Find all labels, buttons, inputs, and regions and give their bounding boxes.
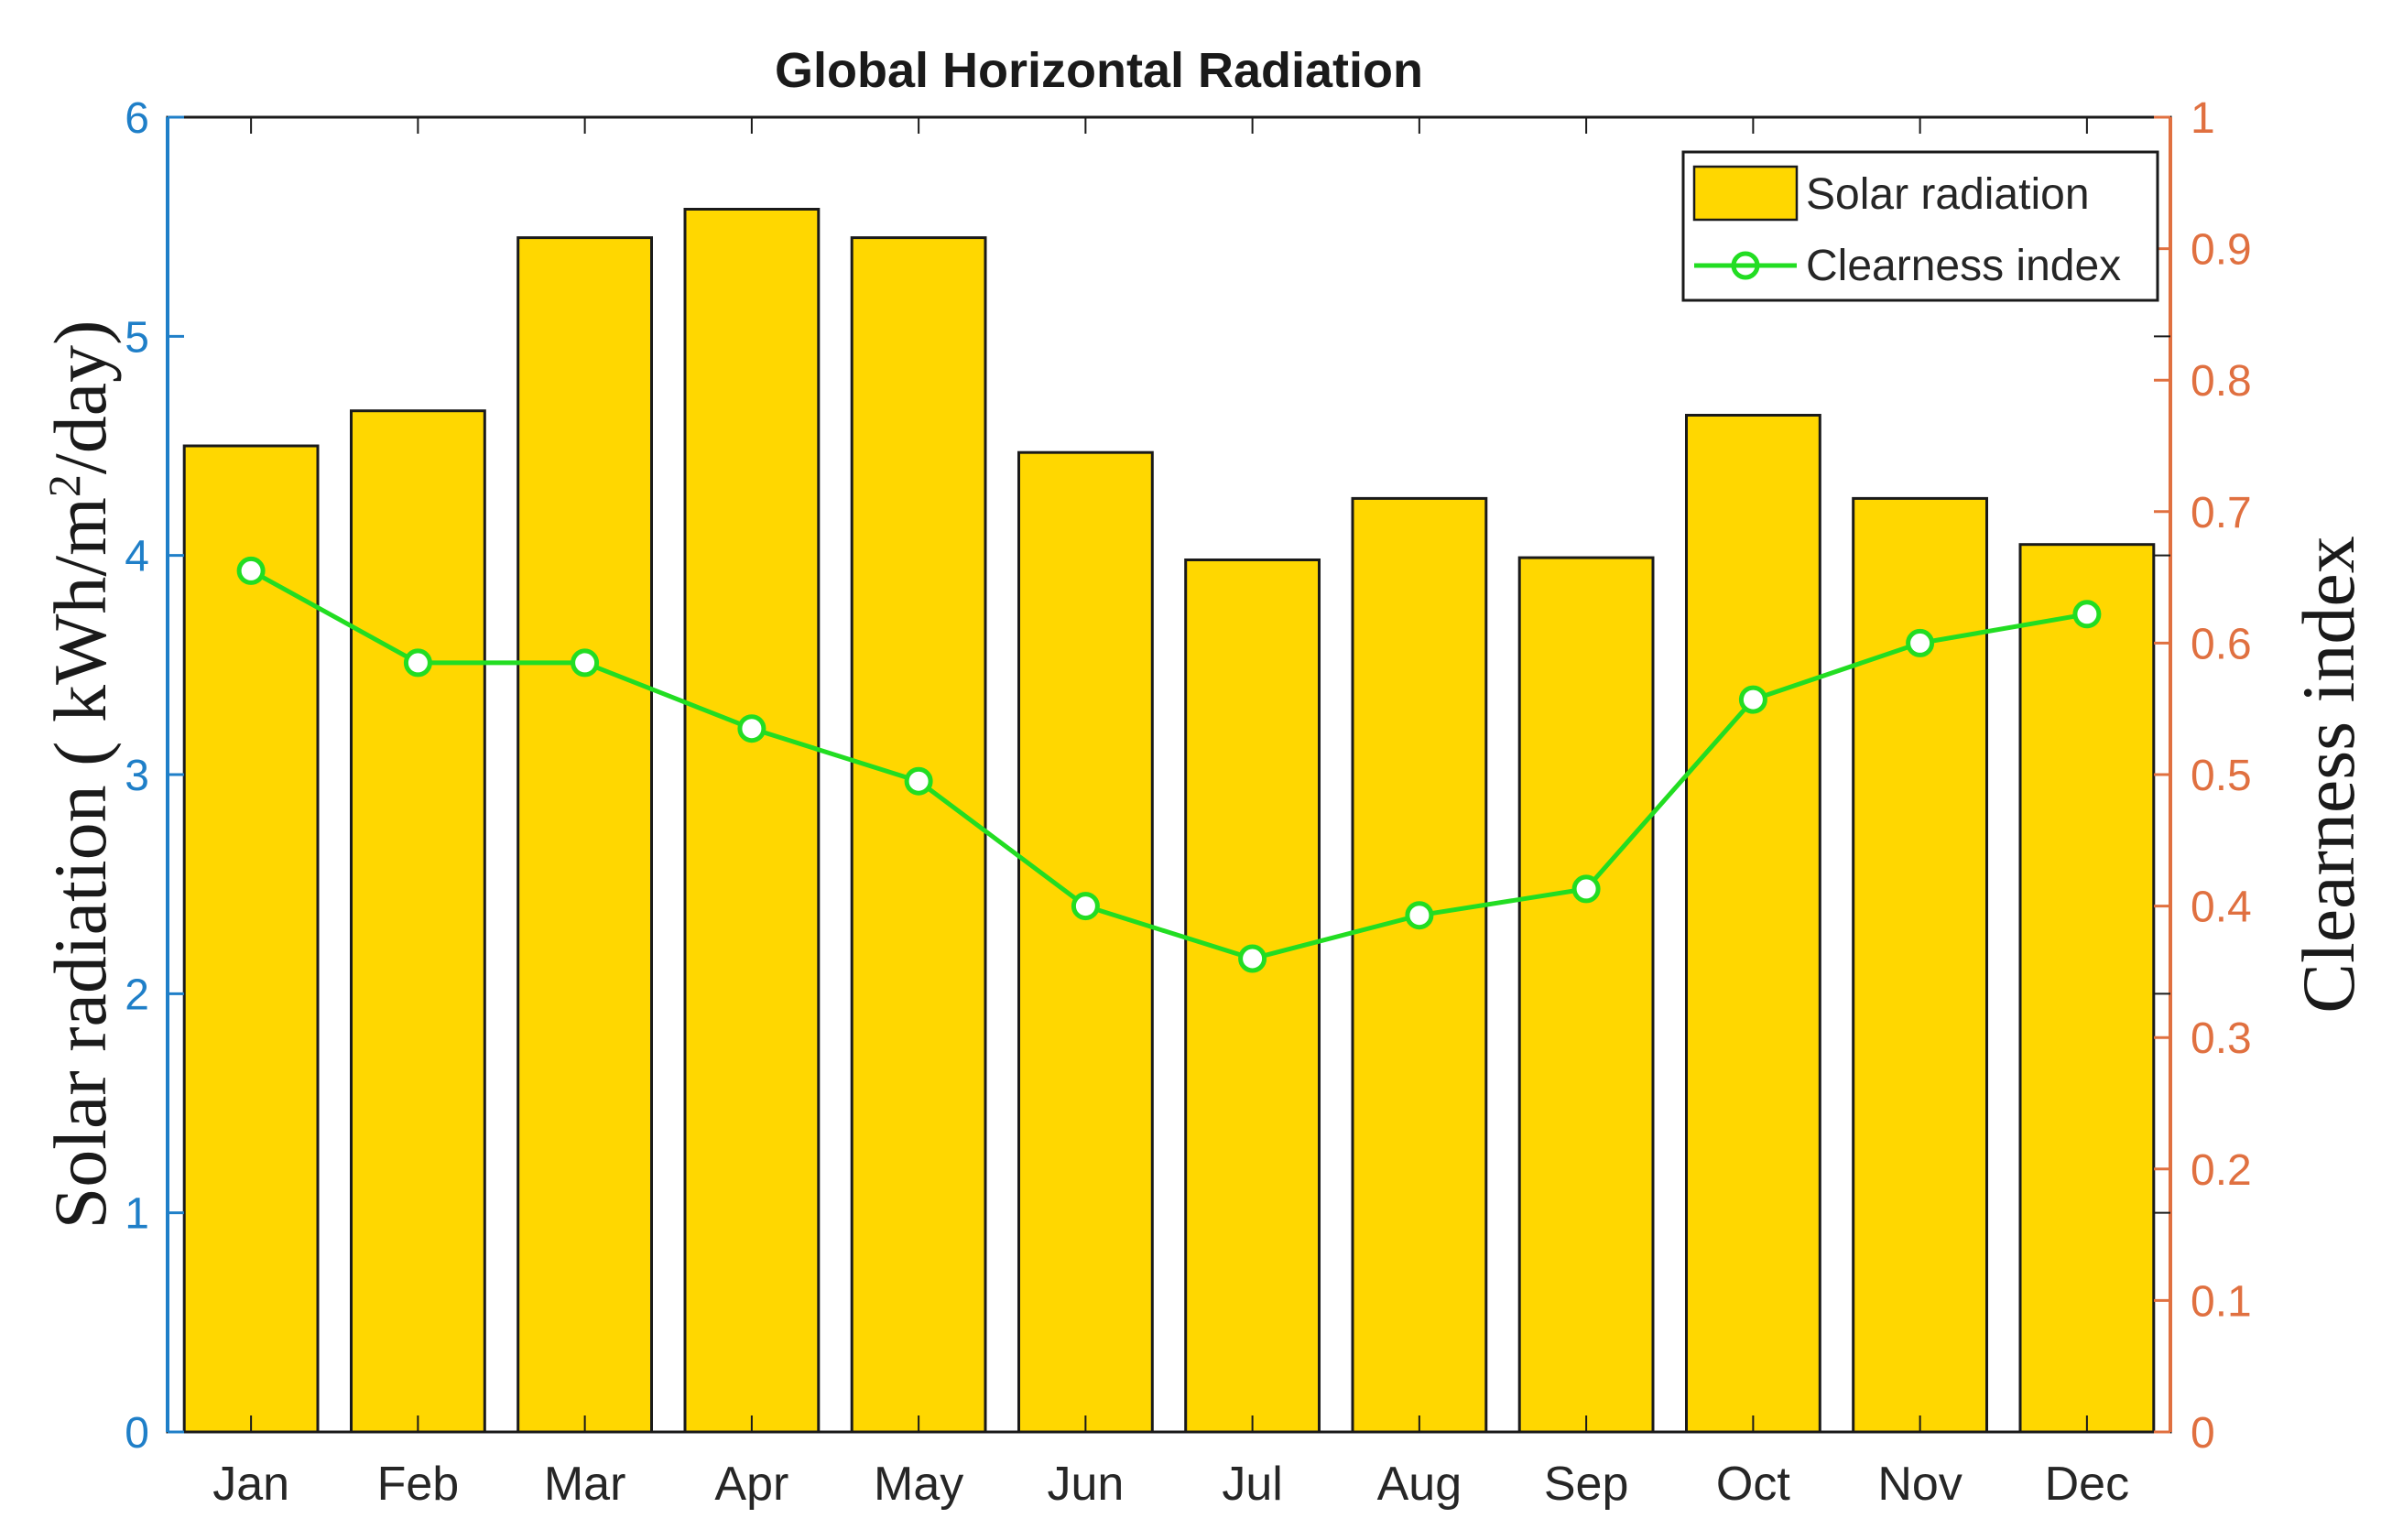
right-tick-label: 0.3 — [2191, 1014, 2252, 1063]
left-tick-label: 5 — [125, 313, 149, 362]
bar-oct — [1685, 414, 1821, 1434]
left-tick-label: 4 — [125, 533, 149, 581]
legend-label-solar: Solar radiation — [1806, 170, 2090, 219]
bar-jul — [1184, 559, 1321, 1434]
bar-jun — [1017, 450, 1154, 1434]
x-axis-ticks: Jan Feb Mar Apr May Jun Jul Aug Sep Oct Nov Dec — [212, 117, 2129, 1511]
bar-may — [850, 236, 987, 1434]
clearness-point-jan — [236, 556, 266, 585]
x-tick-label: Oct — [1716, 1458, 1790, 1511]
left-axis-ticks: 0 1 2 3 4 5 6 — [125, 94, 2170, 1458]
y2-axis-label: Clearness index — [2287, 536, 2370, 1013]
bar-dec — [2018, 543, 2156, 1434]
right-tick-label: 0.8 — [2191, 357, 2252, 406]
legend: Solar radiation Clearness index — [1681, 150, 2159, 302]
right-tick-label: 0.5 — [2191, 752, 2252, 800]
x-tick-label: Feb — [377, 1458, 460, 1511]
bar-mar — [516, 236, 654, 1434]
bar-aug — [1351, 496, 1488, 1434]
right-tick-label: 1 — [2191, 94, 2215, 143]
left-tick-label: 3 — [125, 752, 149, 800]
y-axis-label: Solar radiation ( kWh/m2/day) — [38, 320, 122, 1230]
x-tick-label: Dec — [2045, 1458, 2129, 1511]
clearness-point-sep — [1571, 874, 1601, 904]
left-tick-label: 2 — [125, 971, 149, 1019]
right-tick-label: 0.7 — [2191, 489, 2252, 537]
clearness-point-aug — [1405, 901, 1434, 930]
right-axis-ticks: 0 0.1 0.2 0.3 0.4 0.5 0.6 0.7 0.8 0.9 1 — [2154, 94, 2252, 1458]
chart-title: Global Horizontal Radiation — [775, 43, 1423, 98]
x-tick-label: Jun — [1047, 1458, 1124, 1511]
clearness-point-apr — [737, 714, 767, 743]
bars-layer — [182, 208, 2156, 1434]
right-tick-label: 0 — [2191, 1409, 2215, 1458]
x-tick-label: Nov — [1877, 1458, 1962, 1511]
clearness-point-may — [904, 766, 933, 796]
x-tick-label: Apr — [714, 1458, 788, 1511]
clearness-point-jul — [1238, 944, 1267, 973]
clearness-index-line — [249, 569, 2088, 961]
clearness-point-dec — [2072, 600, 2102, 629]
clearness-point-jun — [1071, 892, 1100, 921]
clearness-point-feb — [403, 648, 432, 678]
right-tick-label: 0.1 — [2191, 1277, 2252, 1326]
bar-sep — [1517, 556, 1655, 1434]
clearness-point-oct — [1738, 685, 1767, 714]
x-tick-label: Mar — [544, 1458, 626, 1511]
legend-marker-swatch — [1731, 251, 1760, 280]
x-tick-label: Sep — [1544, 1458, 1629, 1511]
x-tick-label: Aug — [1377, 1458, 1462, 1511]
legend-label-clearness: Clearness index — [1806, 242, 2121, 290]
clearness-point-nov — [1906, 628, 1935, 657]
left-tick-label: 0 — [125, 1409, 149, 1458]
left-tick-label: 6 — [125, 94, 149, 143]
x-tick-label: Jul — [1222, 1458, 1282, 1511]
right-tick-label: 0.2 — [2191, 1146, 2252, 1195]
left-tick-label: 1 — [125, 1190, 149, 1239]
clearness-line-layer — [236, 556, 2102, 973]
x-tick-label: May — [874, 1458, 963, 1511]
bar-feb — [350, 409, 486, 1434]
right-tick-label: 0.9 — [2191, 226, 2252, 275]
legend-bar-swatch — [1692, 165, 1799, 222]
clearness-point-mar — [571, 648, 600, 678]
right-tick-label: 0.6 — [2191, 620, 2252, 668]
right-tick-label: 0.4 — [2191, 884, 2252, 932]
x-tick-label: Jan — [212, 1458, 289, 1511]
bar-apr — [683, 208, 821, 1434]
bar-jan — [182, 444, 320, 1434]
